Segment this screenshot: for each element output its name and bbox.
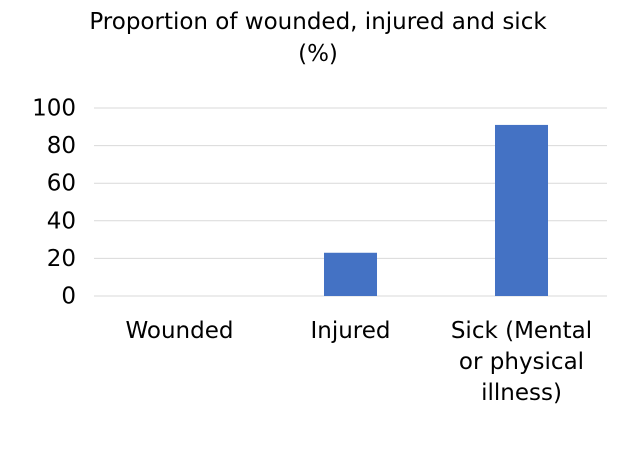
y-tick-label: 0 <box>61 284 76 310</box>
y-tick-label: 40 <box>47 208 76 234</box>
bar <box>494 124 549 296</box>
x-tick-label: Wounded <box>125 318 234 344</box>
bar <box>323 252 378 296</box>
x-tick-label: Injured <box>310 318 391 344</box>
chart-title: Proportion of wounded, injured and sick … <box>89 9 547 67</box>
y-tick-label: 100 <box>32 96 76 122</box>
y-tick-label: 60 <box>47 171 76 197</box>
y-tick-label: 20 <box>47 246 76 272</box>
x-tick-label: Sick (Mental or physical illness) <box>450 318 593 406</box>
y-tick-label: 80 <box>47 133 76 159</box>
